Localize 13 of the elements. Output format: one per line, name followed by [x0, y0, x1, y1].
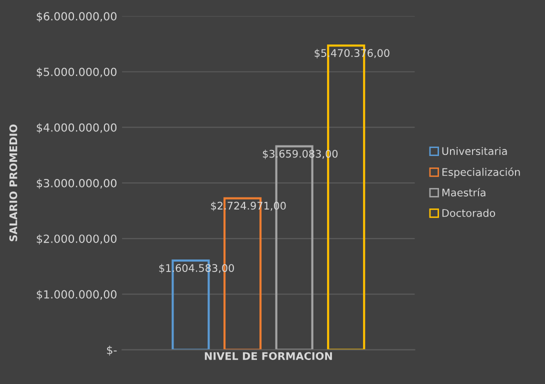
y-tick-label: $4.000.000,00	[36, 123, 116, 134]
y-tick-label: $2.000.000,00	[36, 234, 116, 244]
legend-label: Universitaria	[442, 146, 507, 156]
legend-label: Especialización	[442, 167, 520, 178]
legend-label: Doctorado	[442, 208, 496, 217]
x-axis-title: NIVEL DE FORMACION	[204, 352, 332, 360]
y-axis-title: SALARIO PROMEDIO	[9, 124, 18, 242]
y-tick-label: $5.000.000,00	[36, 68, 116, 78]
y-tick-label: $1.000.000,00	[36, 290, 116, 300]
legend-label: Maestría	[442, 188, 486, 196]
y-tick-label: $6.000.000,00	[36, 12, 116, 22]
y-tick-label: $3.000.000,00	[36, 178, 116, 189]
y-tick-label: $-	[107, 346, 117, 356]
